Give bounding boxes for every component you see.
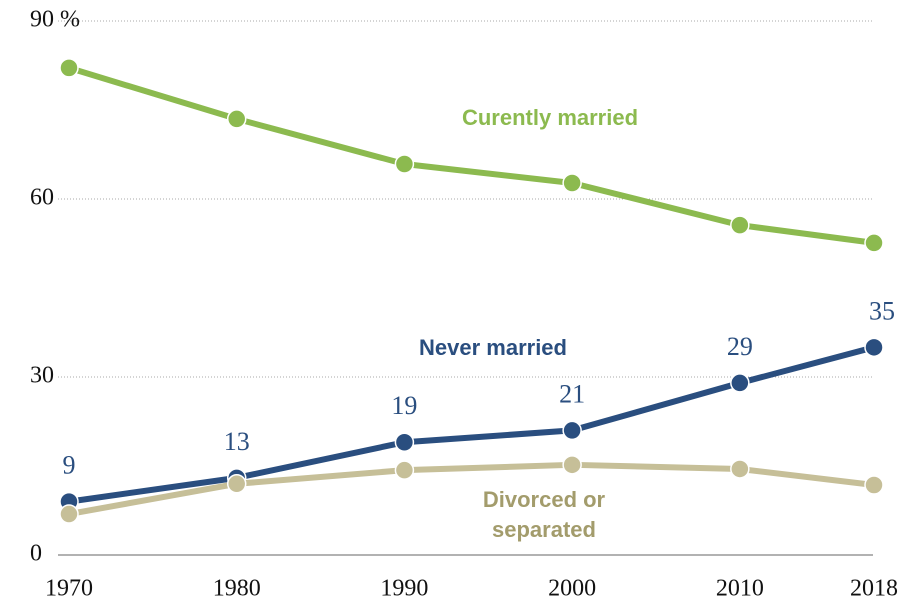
point — [59, 504, 79, 524]
data-label: 13 — [224, 427, 250, 456]
series-line — [68, 461, 875, 518]
point — [59, 58, 79, 78]
point — [562, 173, 582, 193]
series-label: Divorced or separated — [482, 487, 606, 542]
point — [864, 475, 884, 495]
series-line — [68, 65, 875, 246]
data-label: 29 — [727, 332, 753, 361]
data-label: 19 — [391, 391, 417, 420]
data-label: 35 — [869, 296, 895, 325]
x-tick-label: 2018 — [850, 576, 898, 602]
y-tick-label: 30 — [30, 363, 54, 389]
x-tick-label: 2010 — [716, 576, 764, 602]
y-tick-label: 0 — [30, 541, 42, 567]
point — [562, 420, 582, 441]
x-tick-label: 2000 — [548, 576, 596, 602]
point — [394, 154, 415, 174]
series-label: Never married — [419, 335, 567, 360]
x-tick-label: 1970 — [45, 576, 93, 602]
x-tick-label: 1990 — [380, 576, 428, 602]
data-label: 21 — [559, 379, 585, 408]
point — [226, 109, 247, 129]
x-tick-label: 1980 — [213, 576, 261, 602]
point — [864, 337, 884, 358]
series-line — [68, 344, 875, 505]
series-label: Curently married — [461, 105, 639, 130]
point — [394, 460, 415, 480]
y-tick-label: 60 — [30, 185, 54, 211]
point — [730, 459, 750, 479]
point — [730, 373, 750, 393]
y-tick-label: 90 % — [30, 7, 80, 33]
point — [730, 215, 750, 235]
point — [226, 474, 247, 494]
point — [394, 432, 415, 453]
point — [864, 233, 884, 253]
point — [562, 455, 582, 475]
data-label: 9 — [63, 451, 76, 480]
